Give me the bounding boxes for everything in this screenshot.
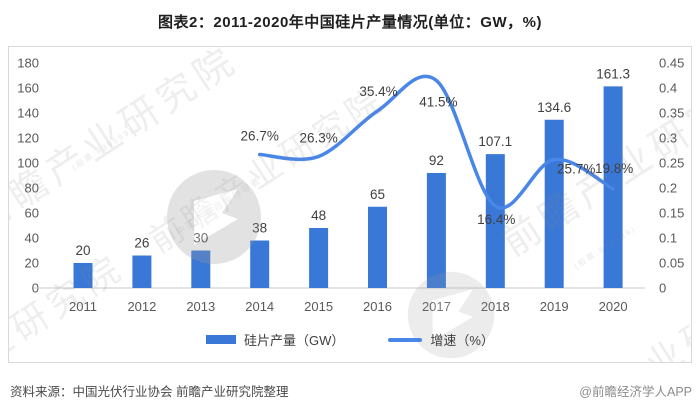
line-value-label: 26.7%: [241, 129, 279, 144]
bar-2011: [73, 263, 93, 288]
bar-value-label: 65: [370, 187, 385, 202]
x-axis-label: 2020: [599, 299, 628, 314]
x-axis-label: 2019: [540, 299, 569, 314]
y-axis-tick-left: 180: [17, 56, 39, 71]
legend-label-growth-rate: 增速（%）: [430, 333, 494, 348]
source-note: 资料来源：中国光伏行业协会 前瞻产业研究院整理: [10, 385, 289, 399]
x-axis-label: 2013: [186, 299, 215, 314]
x-axis-label: 2011: [69, 299, 97, 314]
bar-value-label: 26: [134, 236, 149, 251]
line-value-label: 19.8%: [595, 161, 633, 176]
bar-2012: [132, 255, 152, 288]
bar-2017: [426, 173, 446, 288]
y-axis-tick-left: 40: [25, 231, 39, 246]
y-axis-tick-right: 0: [659, 281, 666, 296]
y-axis-tick-left: 100: [17, 156, 39, 171]
legend-item-growth-rate: 增速（%）: [388, 330, 494, 349]
combo-chart: 180 160 140 120 100 80 60 40 20 0 0.45 0.4 0.35 0.3 0.…: [17, 56, 684, 315]
legend-item-wafer-output: 硅片产量（GW）: [206, 330, 344, 349]
x-axis-label: 2015: [304, 299, 333, 314]
chart-legend: 硅片产量（GW） 增速（%）: [9, 330, 691, 349]
chart-footer: 资料来源：中国光伏行业协会 前瞻产业研究院整理 @前瞻经济学人APP: [10, 381, 692, 400]
bar-value-label: 134.6: [537, 100, 571, 115]
bar-series-swatch-icon: [206, 335, 237, 344]
y-axis-tick-right: 0.45: [659, 56, 684, 71]
bar-value-label: 38: [252, 221, 267, 236]
line-value-label: 26.3%: [299, 131, 337, 146]
y-axis-tick-right: 0.2: [659, 181, 677, 196]
y-axis-tick-left: 80: [25, 181, 39, 196]
bar-2016: [368, 206, 387, 288]
x-axis-label: 2012: [127, 299, 156, 314]
line-series-swatch-icon: [388, 337, 423, 342]
bar-value-label: 48: [311, 208, 326, 223]
y-axis-tick-left: 120: [17, 131, 39, 146]
x-axis-label: 2018: [481, 299, 510, 314]
line-value-label: 35.4%: [359, 84, 397, 99]
bar-value-label: 30: [193, 231, 208, 246]
y-axis-tick-right: 0.15: [659, 206, 684, 221]
y-axis-tick-right: 0.4: [659, 81, 677, 96]
x-axis-label: 2017: [422, 299, 451, 314]
credit-note: @前瞻经济学人APP: [579, 385, 692, 399]
bar-value-label: 161.3: [596, 66, 630, 81]
bar-value-label: 107.1: [478, 134, 512, 149]
x-axis-label: 2014: [245, 299, 274, 314]
line-value-label: 16.4%: [477, 212, 515, 227]
y-axis-tick-right: 0.1: [659, 231, 677, 246]
bar-value-label: 92: [429, 153, 444, 168]
legend-label-wafer-output: 硅片产量（GW）: [244, 333, 345, 348]
line-value-label: 25.7%: [557, 162, 595, 177]
bar-2019: [544, 119, 564, 288]
growth-rate-line: [257, 74, 615, 210]
chart-panel: 前瞻产业研究院 前瞻产业研究院 中国产业咨询领导者 (股票:839599) 前瞻…: [8, 46, 692, 363]
y-axis-tick-left: 60: [25, 206, 39, 221]
line-value-label: 41.5%: [419, 95, 457, 110]
x-axis-label: 2016: [363, 299, 392, 314]
bar-2018: [485, 154, 505, 288]
y-axis-tick-left: 140: [17, 106, 39, 121]
y-axis-tick-right: 0.05: [659, 256, 684, 271]
bar-value-label: 20: [75, 243, 90, 258]
bar-2014: [250, 240, 270, 288]
y-axis-tick-left: 20: [25, 256, 39, 271]
bar-2013: [191, 250, 211, 288]
y-axis-tick-right: 0.3: [659, 131, 677, 146]
y-axis-tick-left: 160: [17, 81, 39, 96]
y-axis-tick-right: 0.25: [659, 156, 684, 171]
bar-2015: [309, 228, 329, 288]
y-axis-tick-right: 0.35: [659, 106, 684, 121]
chart-title: 图表2：2011-2020年中国硅片产量情况(单位：GW，%): [158, 14, 542, 31]
